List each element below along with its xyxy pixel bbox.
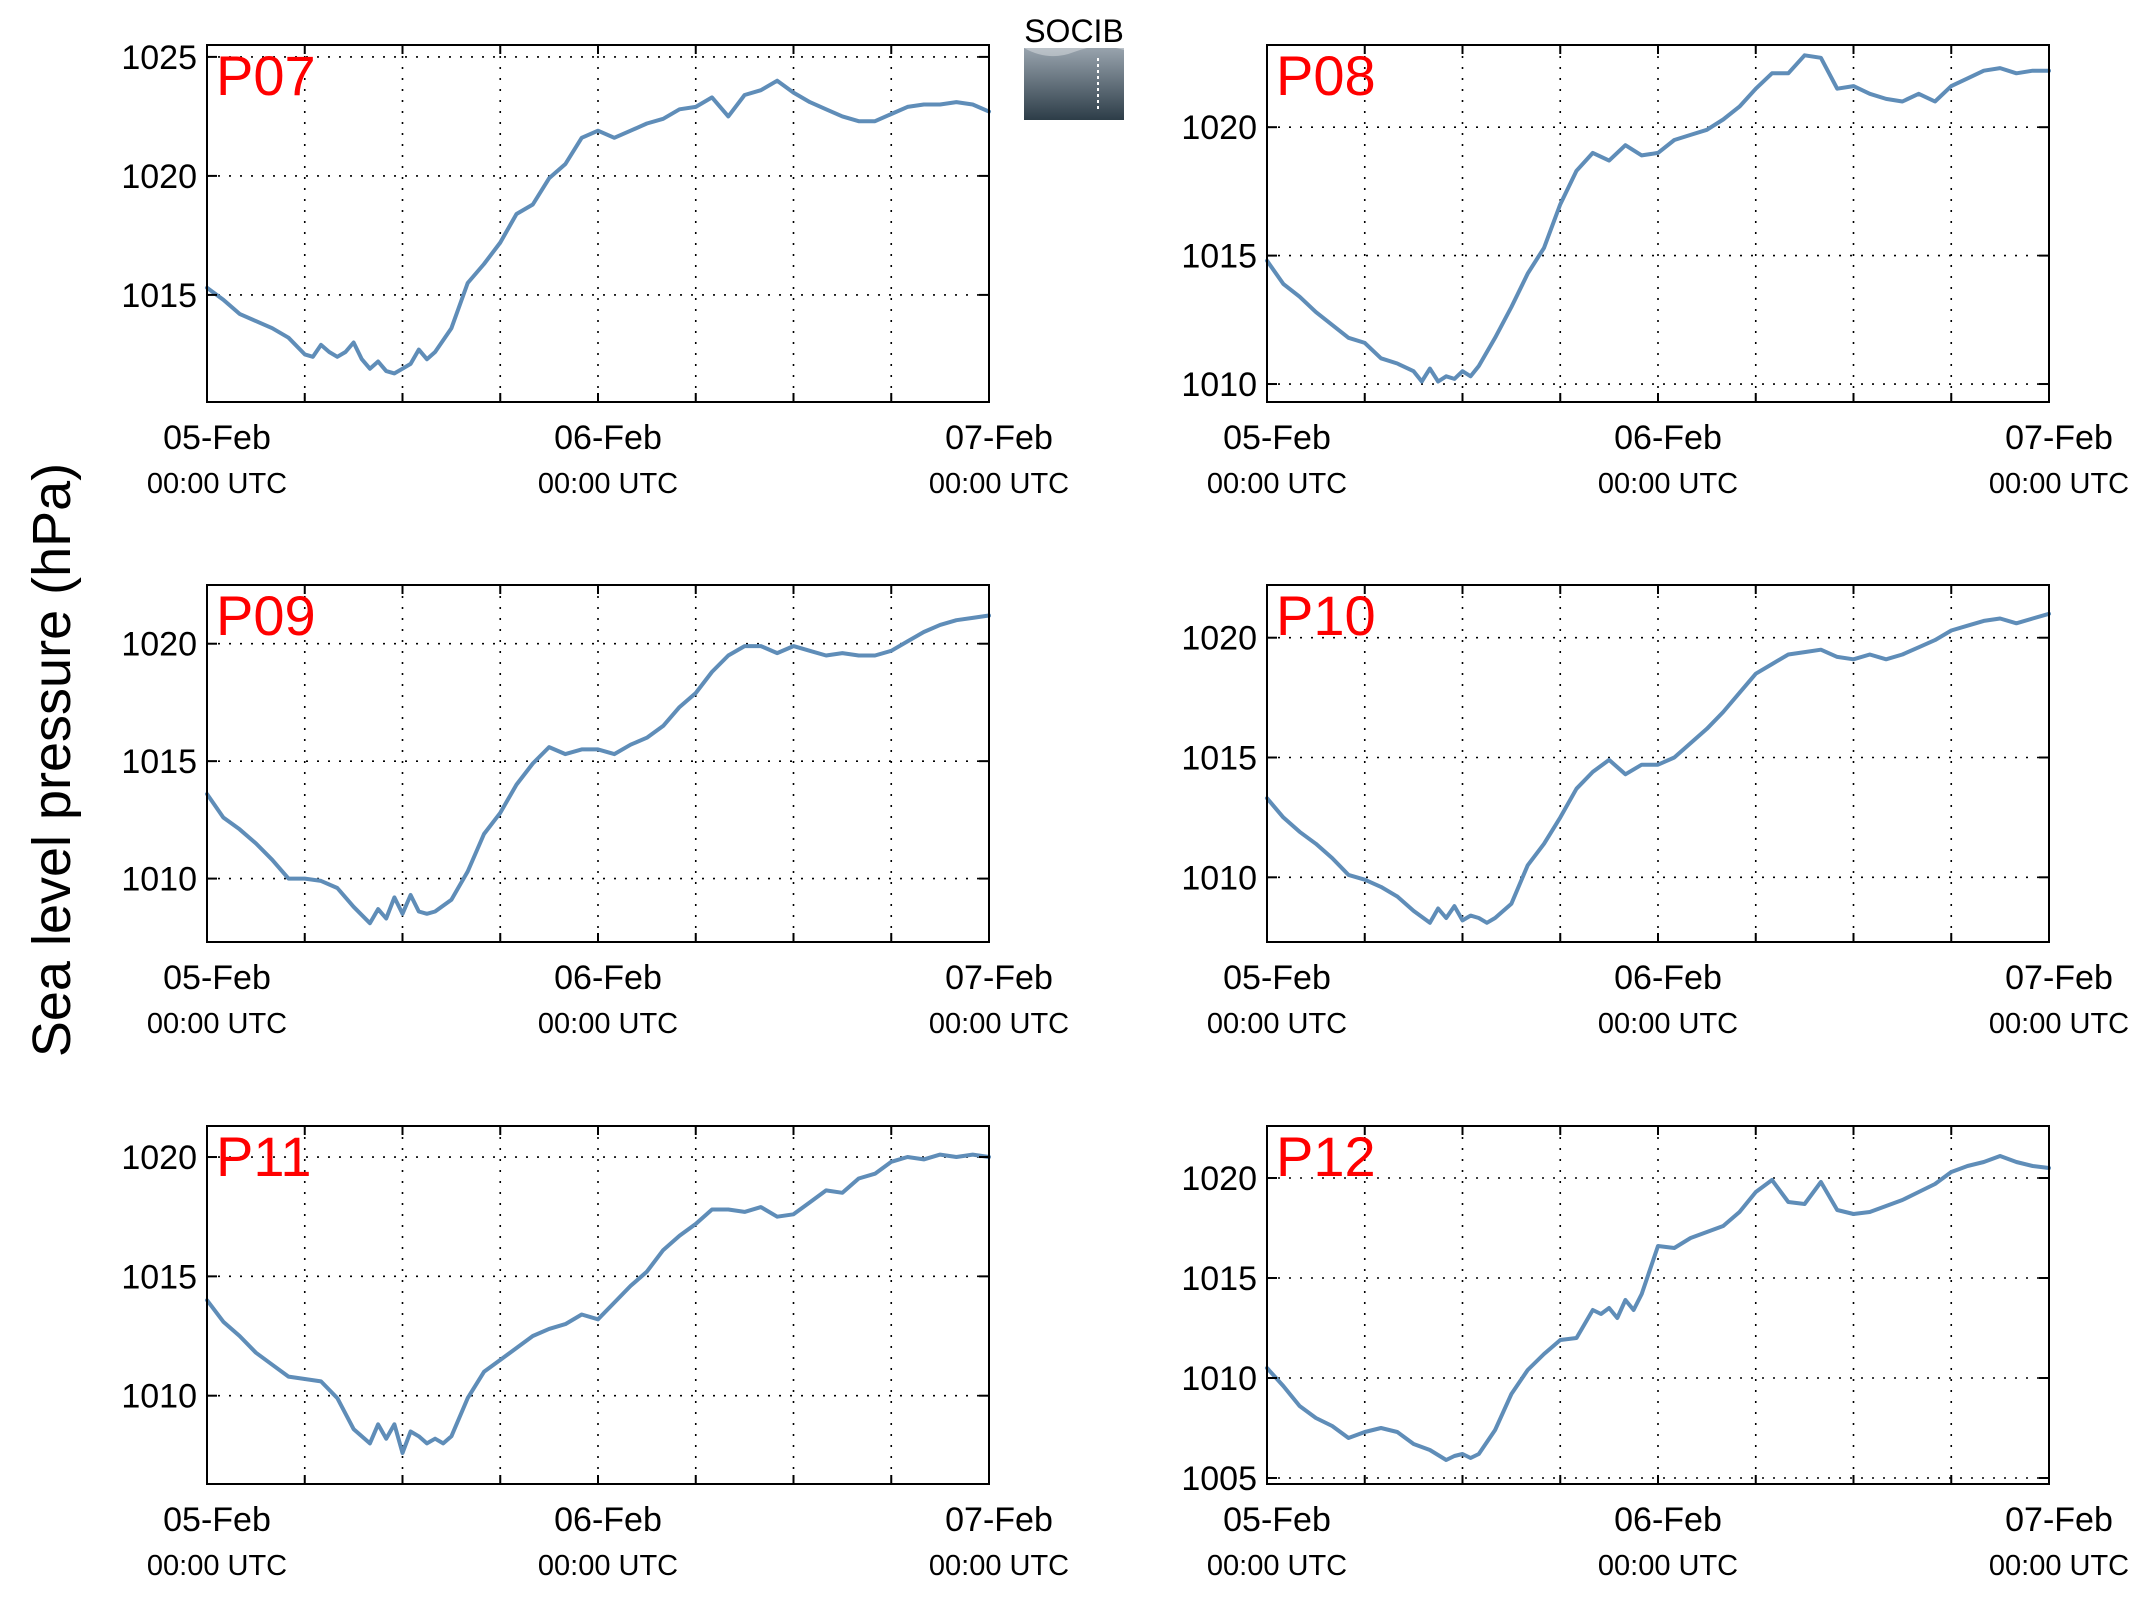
y-tick-label: 1015 — [1181, 740, 1257, 778]
x-tick-label: 06-Feb — [1614, 1501, 1722, 1539]
panel-p12: 1005 1010 1015 1020 05-Feb 00:00 UTC 06-Feb 00:… — [1181, 1125, 2129, 1582]
x-tick-sublabel: 00:00 UTC — [1207, 1550, 1347, 1582]
x-tick-sublabel: 00:00 UTC — [929, 468, 1069, 500]
panel-title: P12 — [1276, 1125, 1376, 1188]
y-tick-label: 1015 — [121, 277, 197, 315]
y-tick-label: 1015 — [121, 1258, 197, 1296]
x-tick-label: 07-Feb — [945, 1501, 1053, 1539]
panel-title: P08 — [1276, 44, 1376, 107]
x-tick-sublabel: 00:00 UTC — [929, 1550, 1069, 1582]
x-tick-sublabel: 00:00 UTC — [1598, 468, 1738, 500]
y-tick-label: 1010 — [121, 1378, 197, 1416]
logo-text: SOCIB — [1024, 13, 1124, 49]
series-line-p08 — [1265, 53, 2051, 384]
x-tick-label: 07-Feb — [2005, 959, 2113, 997]
y-tick-label: 1005 — [1181, 1460, 1257, 1498]
panel-p09: 1010 1015 1020 05-Feb 00:00 UTC 06-Feb 00:00 U… — [121, 584, 1069, 1040]
x-tick-sublabel: 00:00 UTC — [1598, 1550, 1738, 1582]
socib-logo: SOCIB — [1024, 13, 1124, 120]
x-tick-sublabel: 00:00 UTC — [538, 1008, 678, 1040]
x-tick-sublabel: 00:00 UTC — [1989, 1008, 2129, 1040]
x-tick-sublabel: 00:00 UTC — [1207, 468, 1347, 500]
y-tick-label: 1015 — [121, 743, 197, 781]
series-line-p12 — [1265, 1154, 2051, 1462]
x-tick-label: 05-Feb — [1223, 419, 1331, 457]
panel-title: P07 — [216, 44, 316, 107]
x-tick-label: 06-Feb — [1614, 959, 1722, 997]
x-tick-sublabel: 00:00 UTC — [1207, 1008, 1347, 1040]
panel-p10: 1010 1015 1020 05-Feb 00:00 UTC 06-Feb 00:00 U… — [1181, 584, 2129, 1040]
y-tick-label: 1020 — [121, 1139, 197, 1177]
series-line-p07 — [205, 78, 991, 376]
x-tick-label: 07-Feb — [945, 419, 1053, 457]
logo-block — [1024, 48, 1124, 120]
y-tick-label: 1010 — [121, 861, 197, 899]
x-tick-label: 05-Feb — [163, 1501, 271, 1539]
y-tick-label: 1020 — [1181, 1160, 1257, 1198]
y-tick-label: 1010 — [1181, 859, 1257, 897]
x-tick-label: 05-Feb — [1223, 1501, 1331, 1539]
x-tick-label: 07-Feb — [945, 959, 1053, 997]
x-tick-label: 06-Feb — [554, 959, 662, 997]
x-tick-sublabel: 00:00 UTC — [1989, 1550, 2129, 1582]
series-line-p09 — [205, 613, 991, 926]
y-tick-label: 1015 — [1181, 1260, 1257, 1298]
axes-frame — [206, 1125, 990, 1485]
y-tick-label: 1020 — [1181, 620, 1257, 658]
x-tick-label: 05-Feb — [163, 959, 271, 997]
x-tick-sublabel: 00:00 UTC — [538, 1550, 678, 1582]
y-tick-label: 1020 — [121, 158, 197, 196]
panel-title: P11 — [216, 1125, 311, 1188]
x-tick-sublabel: 00:00 UTC — [1598, 1008, 1738, 1040]
x-tick-label: 07-Feb — [2005, 1501, 2113, 1539]
x-tick-sublabel: 00:00 UTC — [1989, 468, 2129, 500]
panel-title: P10 — [1276, 584, 1376, 647]
x-tick-label: 06-Feb — [1614, 419, 1722, 457]
y-tick-label: 1020 — [1181, 109, 1257, 147]
series-line-p10 — [1265, 611, 2051, 925]
y-tick-label: 1025 — [121, 39, 197, 77]
y-axis-label: Sea level pressure (hPa) — [22, 463, 82, 1057]
x-tick-sublabel: 00:00 UTC — [929, 1008, 1069, 1040]
y-tick-label: 1015 — [1181, 238, 1257, 276]
axes-frame — [206, 584, 990, 943]
y-tick-label: 1010 — [1181, 366, 1257, 404]
panel-p11: 1010 1015 1020 05-Feb 00:00 UTC 06-Feb 00:00 U… — [121, 1125, 1069, 1582]
logo-wave — [1024, 46, 1124, 57]
x-tick-sublabel: 00:00 UTC — [147, 1550, 287, 1582]
x-tick-sublabel: 00:00 UTC — [147, 468, 287, 500]
x-tick-label: 07-Feb — [2005, 419, 2113, 457]
series-line-p11 — [205, 1152, 991, 1455]
y-tick-label: 1010 — [1181, 1360, 1257, 1398]
x-tick-label: 05-Feb — [1223, 959, 1331, 997]
panel-p08: 1010 1015 1020 05-Feb 00:00 UTC 06-Feb 00:00 U… — [1181, 44, 2129, 500]
x-tick-label: 06-Feb — [554, 1501, 662, 1539]
x-tick-sublabel: 00:00 UTC — [147, 1008, 287, 1040]
panel-title: P09 — [216, 584, 316, 647]
y-tick-label: 1020 — [121, 626, 197, 664]
x-tick-sublabel: 00:00 UTC — [538, 468, 678, 500]
x-tick-label: 05-Feb — [163, 419, 271, 457]
panel-p07: 1015 1020 1025 05-Feb 00:00 UTC 06-Feb 00:00 U… — [121, 39, 1069, 500]
x-tick-label: 06-Feb — [554, 419, 662, 457]
